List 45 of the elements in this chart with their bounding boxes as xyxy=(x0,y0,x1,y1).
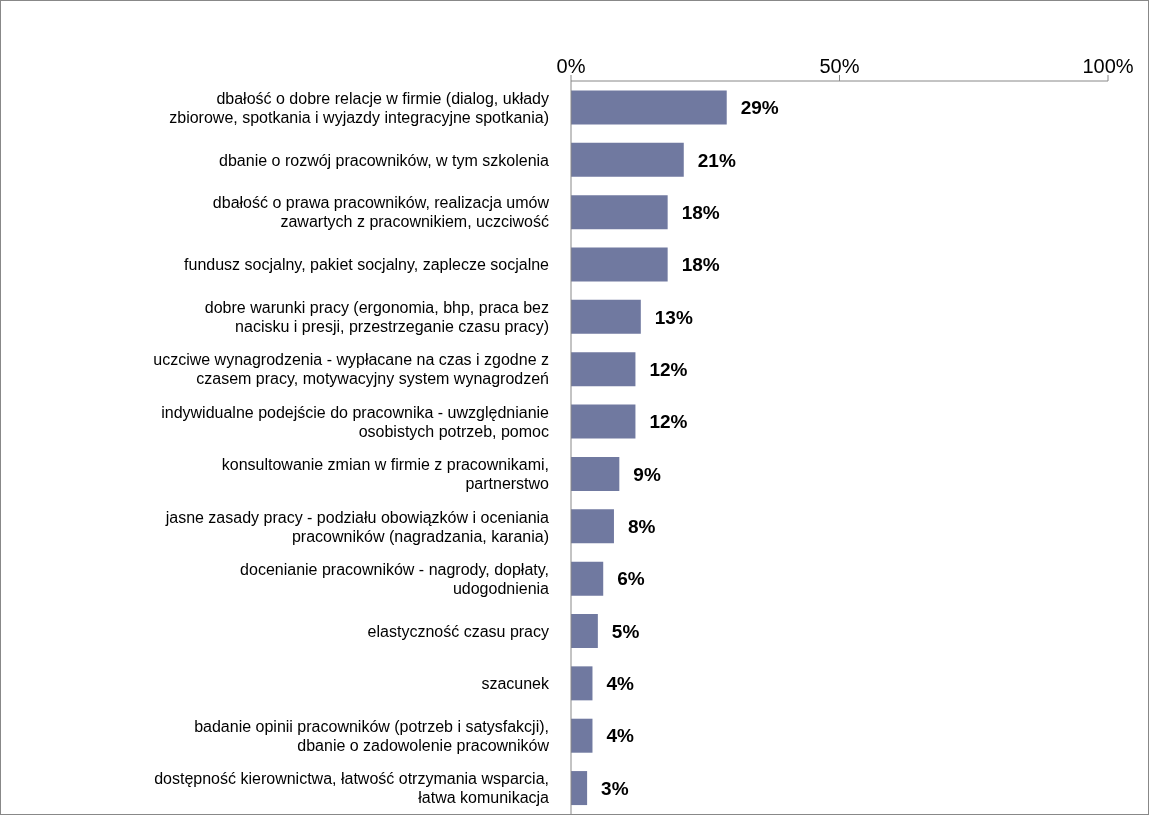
y-tick-label: uczciwe wynagrodzenia - wypłacane na czas i zgodne z czasem pracy, motywacyjny system wynagrodzeń xyxy=(153,350,549,387)
bar xyxy=(571,771,588,806)
bar xyxy=(571,352,636,387)
bar xyxy=(571,90,727,125)
bar xyxy=(571,456,620,491)
bar xyxy=(571,299,641,334)
data-label: 8% xyxy=(627,516,656,538)
y-tick-label: konsultowanie zmian w firmie z pracownikami, partnerstwo xyxy=(221,455,550,492)
y-tick-label: szacunek xyxy=(481,674,550,692)
data-label: 12% xyxy=(649,358,688,380)
y-tick-label: dostępność kierownictwa, łatwość otrzymania wsparcia, łatwa komunikacja xyxy=(154,769,550,806)
y-tick-label: fundusz socjalny, pakiet socjalny, zaplecze socjalne xyxy=(184,255,550,273)
y-tick-label: jasne zasady pracy - podziału obowiązków i oceniania pracowników (nagradzania, karania) xyxy=(164,508,550,545)
data-label: 4% xyxy=(606,673,635,695)
data-label: 3% xyxy=(601,777,629,799)
y-tick-label: docenianie pracowników - nagrody, dopłaty, udogodnienia xyxy=(240,560,550,597)
bar xyxy=(571,247,668,282)
x-tick-label: 100% xyxy=(1082,55,1134,77)
bar xyxy=(571,561,604,596)
data-label: 9% xyxy=(633,463,661,485)
bar xyxy=(571,142,684,177)
data-label: 12% xyxy=(649,411,688,433)
x-tick-label: 0% xyxy=(556,55,586,77)
data-label: 18% xyxy=(681,201,720,223)
bar xyxy=(571,614,598,648)
bar xyxy=(571,404,636,439)
data-label: 4% xyxy=(606,725,635,747)
bar xyxy=(571,195,668,230)
data-label: 13% xyxy=(654,306,693,328)
data-label: 18% xyxy=(681,254,720,276)
bar xyxy=(571,718,593,753)
bar xyxy=(571,509,614,544)
data-label: 29% xyxy=(740,97,779,119)
y-tick-label: dobre warunki pracy (ergonomia, bhp, praca bez nacisku i presji, przestrzeganie czasu pracy) xyxy=(204,298,549,335)
data-label: 6% xyxy=(617,568,645,590)
data-label: 5% xyxy=(611,620,640,642)
y-tick-label: badanie opinii pracowników (potrzeb i satysfakcji), dbanie o zadowolenie pracowników xyxy=(194,717,550,754)
x-tick-label: 50% xyxy=(819,55,860,77)
y-tick-label: elastyczność czasu pracy xyxy=(367,622,549,640)
data-label: 21% xyxy=(697,149,736,171)
y-tick-label: dbałość o dobre relacje w firmie (dialog, układy zbiorowe, spotkania i wyjazdy integracyjne spotkania) xyxy=(169,89,549,126)
y-tick-label: indywidualne podejście do pracownika - uwzględnianie osobistych potrzeb, pomoc xyxy=(161,403,550,440)
y-tick-label: dbałość o prawa pracowników, realizacja umów zawartych z pracownikiem, uczciwość xyxy=(212,193,550,230)
y-tick-label: dbanie o rozwój pracowników, w tym szkolenia xyxy=(219,151,550,169)
bar xyxy=(571,666,593,701)
